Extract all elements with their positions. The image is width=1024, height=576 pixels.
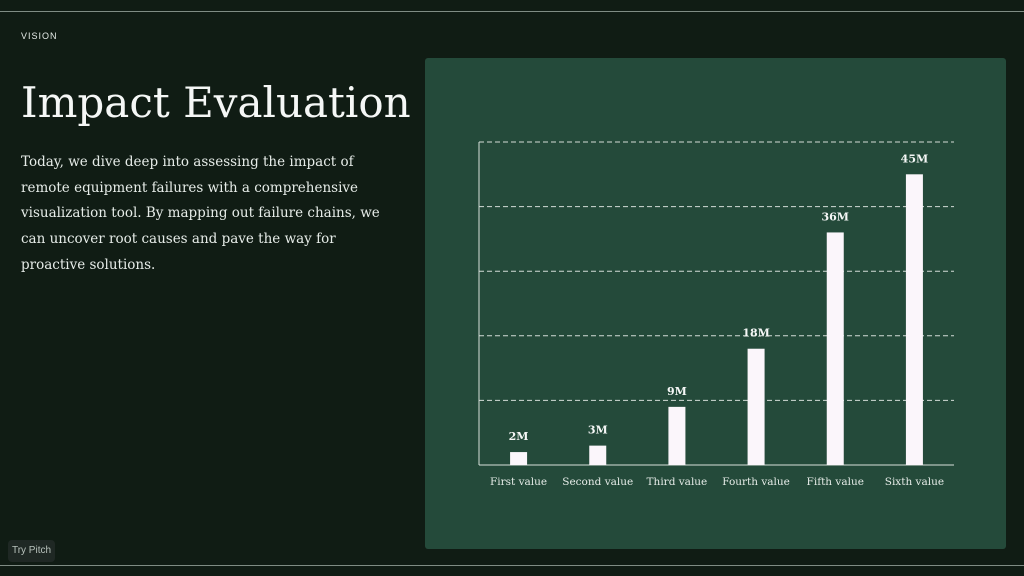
data-label: 9M xyxy=(667,385,687,398)
chart-axes xyxy=(478,142,954,466)
slide-body-text: Today, we dive deep into assessing the i… xyxy=(21,154,380,273)
chart-panel: 2M 3M 9M 18M 36M 45M First value Second value T… xyxy=(425,58,1006,549)
x-tick-label: Third value xyxy=(647,476,708,488)
slide-title: Impact Evaluation xyxy=(21,78,411,127)
x-tick-label: First value xyxy=(490,476,547,488)
data-label: 2M xyxy=(509,430,529,443)
data-labels: 2M 3M 9M 18M 36M 45M xyxy=(509,152,928,443)
x-tick-labels: First value Second value Third value Fourth… xyxy=(490,476,944,488)
bar xyxy=(589,445,607,465)
x-tick-label: Fourth value xyxy=(722,476,790,488)
bars xyxy=(510,174,923,466)
try-pitch-button[interactable]: Try Pitch xyxy=(8,540,55,562)
data-label: 45M xyxy=(901,152,928,165)
bar-chart: 2M 3M 9M 18M 36M 45M First value Second value T… xyxy=(478,141,954,488)
data-label: 36M xyxy=(822,210,849,223)
bar xyxy=(668,406,686,465)
bar xyxy=(905,174,923,466)
x-tick-label: Sixth value xyxy=(885,476,944,488)
bottom-divider xyxy=(0,565,1024,566)
bar xyxy=(510,452,528,465)
x-tick-label: Fifth value xyxy=(807,476,864,488)
x-tick-label: Second value xyxy=(562,476,633,488)
top-divider xyxy=(0,11,1024,12)
bar xyxy=(747,348,765,465)
section-label: VISION xyxy=(21,31,58,41)
bar xyxy=(826,232,844,465)
data-label: 3M xyxy=(588,424,608,437)
data-label: 18M xyxy=(742,327,769,340)
grid-lines xyxy=(479,141,954,401)
